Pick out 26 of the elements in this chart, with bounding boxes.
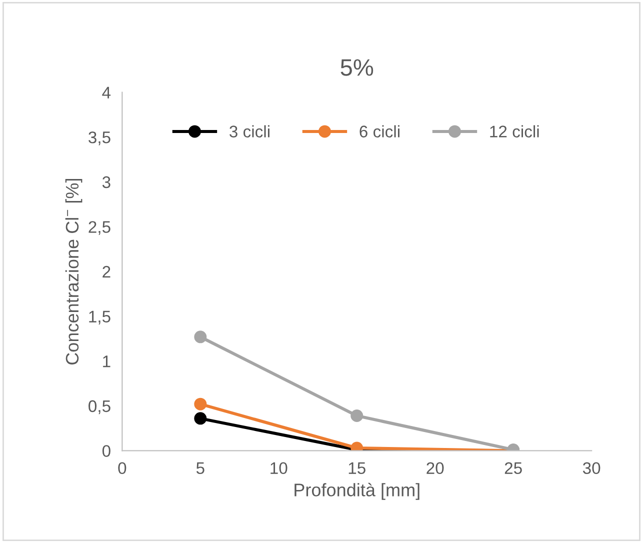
point (350, 410, 364, 422)
chart-title: 5% (340, 59, 374, 76)
y-tick-label: 3,5 (88, 132, 110, 146)
y-tick-label: 0,5 (88, 400, 110, 414)
y-tick-label: 0 (102, 445, 110, 457)
point (194, 398, 207, 410)
y-tick-label: 3 (102, 176, 110, 188)
legend-label: 6 cicli (360, 125, 400, 138)
x-tick-label: 5 (196, 462, 204, 474)
x-tick-label: 15 (348, 462, 366, 474)
legend-label: 12 cicli (490, 125, 539, 138)
x-axis-title: Profondità [mm] (294, 482, 420, 500)
point (194, 412, 207, 425)
y-tick-label: 4 (102, 86, 111, 98)
x-tick-label: 20 (426, 462, 444, 474)
x-tick-label: 0 (118, 462, 126, 474)
y-tick-label: 2,5 (88, 221, 110, 235)
point (194, 330, 207, 344)
y-tick-label: 2 (102, 266, 110, 278)
x-tick-label: 10 (270, 462, 288, 474)
y-axis-title: Concentrazione Cl$^{−}$ [%] (65, 179, 82, 364)
y-tick-label: 1 (103, 356, 110, 368)
x-tick-label: 25 (504, 462, 522, 474)
y-tick-label: 1,5 (89, 310, 110, 324)
legend-label: 3 cicli (230, 125, 270, 138)
x-tick-label: 30 (582, 462, 600, 474)
